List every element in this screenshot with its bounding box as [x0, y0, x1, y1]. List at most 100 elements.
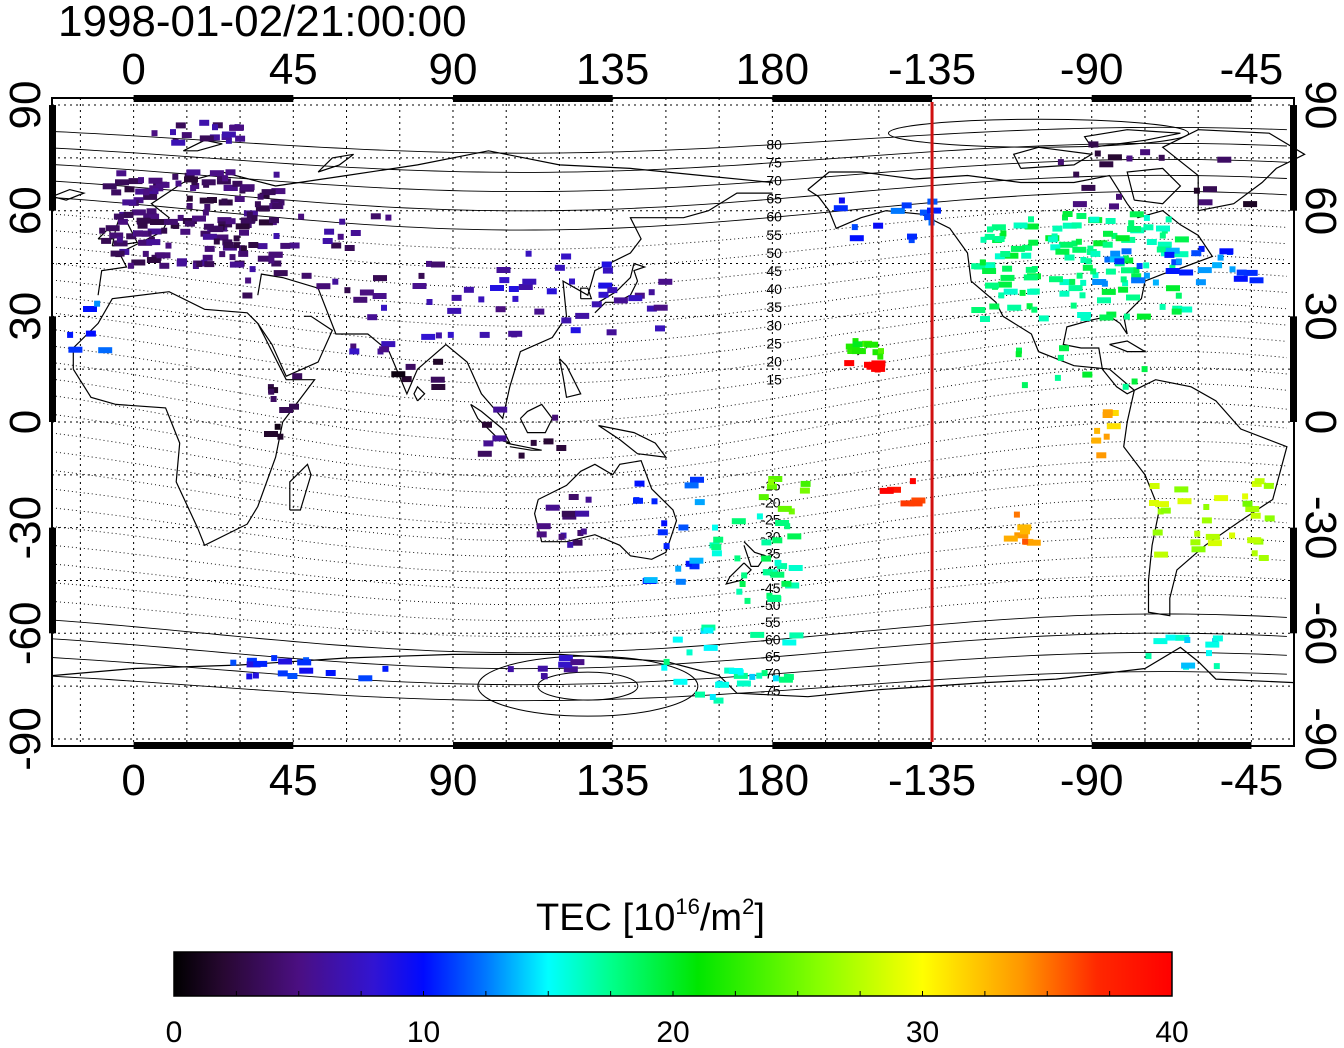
tec-cell: [833, 205, 848, 212]
tec-cell: [258, 219, 273, 226]
tec-cell: [1203, 186, 1217, 193]
tec-cell: [367, 314, 378, 321]
tec-cell: [561, 253, 572, 260]
tec-cell: [1191, 546, 1206, 553]
tec-cell: [1131, 378, 1138, 385]
tec-cell: [134, 230, 149, 237]
tec-cell: [297, 659, 312, 666]
tec-cell: [1165, 247, 1180, 254]
tec-cell: [353, 296, 368, 303]
tec-cell: [218, 221, 233, 228]
tec-cell: [235, 223, 250, 230]
lon-tick-label-bottom: 45: [269, 756, 318, 805]
tec-cell: [426, 260, 432, 267]
map-plot-area: 8075706560555045403530252015-15-20-25-30…: [49, 95, 1306, 749]
tec-cell: [1059, 279, 1074, 286]
tec-cell: [541, 673, 548, 680]
tec-cell: [222, 175, 229, 182]
tec-cell: [1082, 371, 1093, 378]
lon-tick-label-bottom: 0: [121, 756, 145, 805]
tec-cell: [1243, 269, 1258, 276]
tec-cell: [137, 222, 148, 229]
tec-cell: [499, 277, 510, 284]
tec-cell: [1131, 277, 1146, 284]
magnetic-latitude-label: 70: [766, 172, 782, 188]
coastline: [1161, 129, 1306, 212]
tec-cell: [799, 487, 810, 494]
tec-cell: [99, 227, 106, 234]
tec-cell: [1016, 347, 1022, 354]
tec-cell: [1054, 374, 1061, 381]
tec-cell: [1159, 303, 1166, 310]
magnetic-latitude-contour: [51, 318, 1287, 385]
tec-cell: [561, 317, 572, 324]
tec-cell: [1174, 486, 1189, 493]
tec-cell: [1181, 662, 1196, 669]
tec-cell: [199, 119, 210, 126]
tec-cell: [1103, 433, 1110, 440]
tec-cell: [131, 259, 146, 266]
tec-cell: [493, 406, 508, 413]
tec-cell: [127, 262, 134, 269]
tec-cell: [259, 192, 270, 199]
tec-cell: [190, 185, 197, 191]
tec-cell: [433, 358, 444, 365]
tec-cell: [989, 303, 1000, 310]
lon-tick-label-top: -45: [1220, 45, 1284, 94]
colorbar-tick-label: 30: [906, 1016, 939, 1048]
tec-cell: [234, 196, 245, 202]
tec-cell: [1099, 314, 1114, 321]
tec-cell: [249, 266, 256, 273]
magnetic-latitude-label: 25: [766, 335, 782, 351]
tec-cell: [155, 181, 170, 188]
tec-cell: [1087, 245, 1094, 252]
tec-cell: [591, 301, 602, 308]
tec-cell: [736, 680, 751, 687]
tec-cell: [1023, 538, 1034, 545]
tec-cell: [1160, 250, 1167, 257]
tec-cell: [152, 188, 159, 195]
tec-cell: [447, 307, 462, 314]
tec-cell: [979, 259, 986, 266]
tec-cell: [279, 407, 294, 413]
tec-cell: [268, 388, 275, 395]
tec-cell: [1242, 500, 1253, 507]
tec-cell: [382, 665, 389, 672]
tec-cell: [908, 500, 923, 507]
tec-cell: [123, 211, 134, 218]
tec-cell: [113, 240, 128, 247]
tec-cell: [1217, 254, 1224, 261]
tec-cell: [1140, 149, 1151, 156]
tec-cell: [737, 669, 744, 676]
frame-tick-bar-top: [452, 95, 613, 102]
magnetic-latitude-contour: [51, 613, 1287, 654]
tec-cell: [545, 504, 560, 511]
tec-cell: [980, 236, 987, 243]
tec-cell: [381, 304, 387, 311]
magnetic-latitude-contour: [51, 459, 1287, 526]
magnetic-latitude-label: 60: [766, 209, 782, 225]
tec-cell: [1198, 199, 1213, 206]
tec-cell: [781, 580, 792, 587]
tec-cell: [1088, 141, 1099, 148]
tec-cell: [184, 220, 195, 227]
tec-cell: [110, 250, 125, 257]
lon-tick-label-top: 180: [736, 45, 809, 94]
coastline: [183, 139, 223, 152]
tec-cell: [146, 239, 161, 246]
tec-cell: [507, 666, 514, 673]
tec-cell: [217, 175, 227, 182]
tec-cell: [971, 307, 986, 313]
tec-cell: [772, 675, 779, 682]
tec-cell: [202, 254, 213, 261]
frame-tick-bar-right: [1290, 316, 1297, 422]
tec-cell: [1207, 540, 1222, 547]
tec-cell: [1080, 314, 1091, 321]
tec-cell: [703, 644, 718, 651]
tec-cell: [991, 224, 1006, 231]
tec-cell: [116, 170, 127, 177]
tec-cell: [1000, 274, 1015, 281]
lon-tick-label-bottom: 180: [736, 756, 809, 805]
tec-cell: [277, 670, 288, 677]
